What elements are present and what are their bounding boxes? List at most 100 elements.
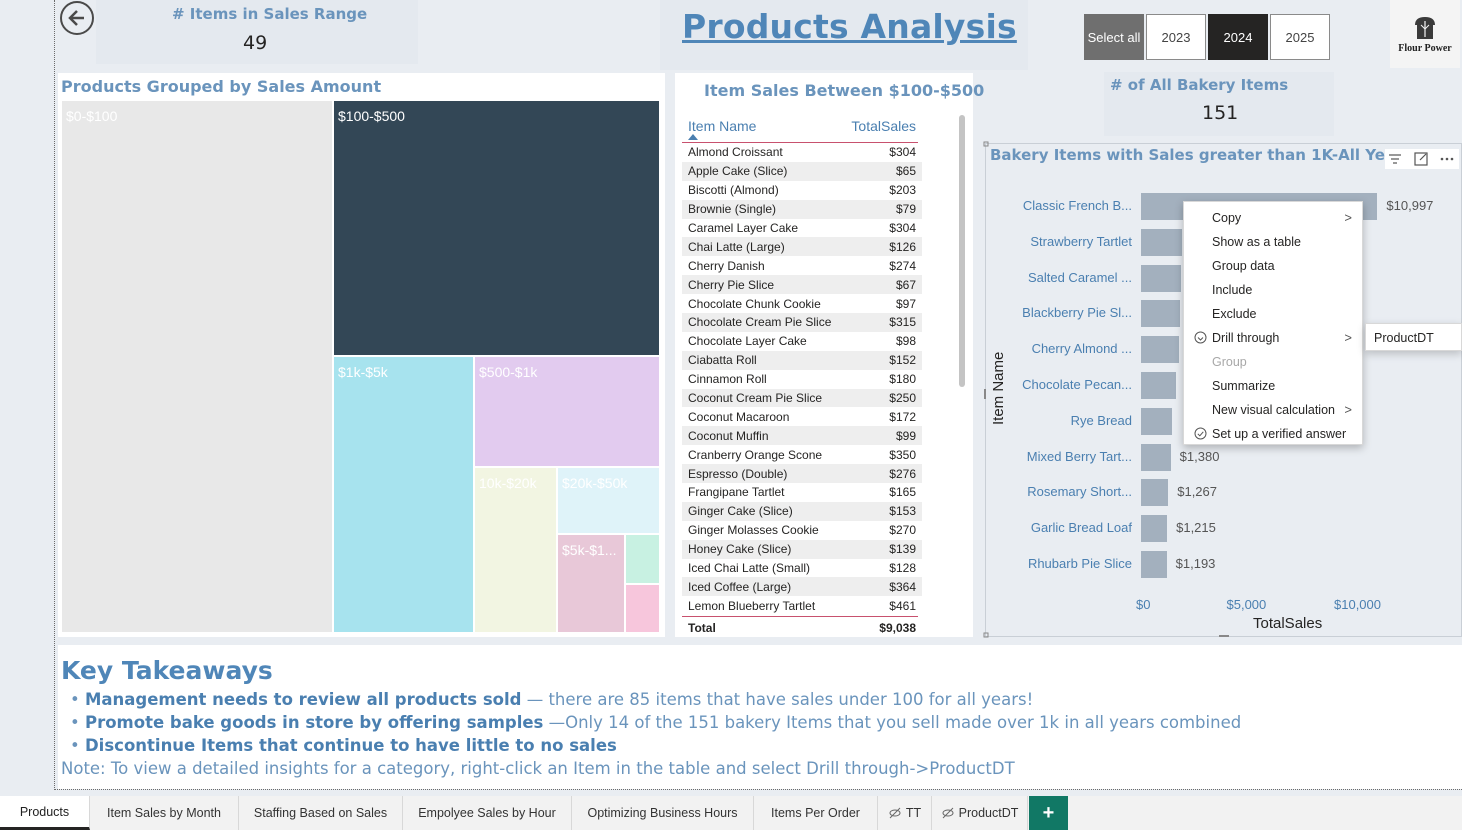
table-row[interactable]: Cherry Danish $274	[682, 256, 922, 275]
table-row[interactable]: Cherry Pie Slice $67	[682, 275, 922, 295]
slicer-select-all[interactable]: Select all	[1084, 14, 1144, 60]
table-row[interactable]: Lemon Blueberry Tartlet $461	[682, 596, 922, 615]
add-page-button[interactable]: +	[1029, 796, 1068, 830]
treemap-tile-10k-20k[interactable]: 10k-$20k	[474, 467, 557, 633]
total-divider	[682, 616, 918, 618]
takeaway-2: • Promote bake goods in store by offerin…	[70, 713, 1242, 732]
bar[interactable]	[1141, 372, 1177, 399]
table-row[interactable]: Coconut Macaroon $172	[682, 407, 922, 426]
table-row[interactable]: Almond Croissant $304	[682, 143, 922, 162]
bar-category-label[interactable]: Garlic Bread Loaf	[1030, 520, 1132, 536]
table-row[interactable]: Ciabatta Roll $152	[682, 350, 922, 370]
context-menu-item-copy[interactable]: Copy	[1212, 211, 1242, 225]
treemap-tile-20k-50k[interactable]: $20k-$50k	[557, 467, 660, 534]
table-row[interactable]: Ginger Molasses Cookie $270	[682, 521, 922, 540]
bar-category-label[interactable]: Strawberry Tartlet	[1030, 233, 1132, 249]
treemap-tile-100-500[interactable]: $100-$500	[333, 100, 660, 356]
tab-staffing-based-on-sales[interactable]: Staffing Based on Sales	[239, 796, 403, 830]
chevron-right-icon: >	[1344, 210, 1352, 225]
table-row[interactable]: Espresso (Double) $276	[682, 464, 922, 484]
tab-label: TT	[905, 806, 922, 820]
table-row[interactable]: Cranberry Orange Scone $350	[682, 445, 922, 464]
bar[interactable]	[1141, 264, 1181, 292]
context-menu-item-exclude[interactable]: Exclude	[1212, 307, 1257, 321]
tab-items-per-order[interactable]: Items Per Order	[754, 796, 878, 830]
bar[interactable]	[1141, 228, 1182, 256]
more-options-icon[interactable]	[1437, 149, 1457, 169]
table-row[interactable]: Biscotti (Almond) $203	[682, 181, 922, 200]
table-row[interactable]: Chocolate Layer Cake $98	[682, 332, 922, 351]
column-header-item-name[interactable]: Item Name	[688, 118, 757, 134]
verified-check-icon	[1194, 427, 1207, 445]
table-row[interactable]: Ginger Cake (Slice) $153	[682, 501, 922, 521]
tab-optimizing-business-hours[interactable]: Optimizing Business Hours	[572, 796, 754, 830]
bar-value-label: $1,193	[1175, 556, 1216, 571]
tab-employee-sales-by-hour[interactable]: Empolyee Sales by Hour	[403, 796, 572, 830]
context-menu-item-set-up-a-verified-answer[interactable]: Set up a verified answer	[1212, 427, 1347, 441]
slicer-year-2025[interactable]: 2025	[1270, 14, 1330, 60]
treemap-tile-small-a[interactable]	[625, 534, 660, 584]
table-row[interactable]: Apple Cake (Slice) $65	[682, 161, 922, 181]
table-row[interactable]: Chocolate Cream Pie Slice $315	[682, 313, 922, 332]
bar[interactable]	[1141, 479, 1169, 507]
table-row[interactable]: Honey Cake (Slice) $139	[682, 539, 922, 559]
context-menu-item-show-as-a-table[interactable]: Show as a table	[1212, 235, 1301, 249]
filter-icon[interactable]	[1385, 149, 1405, 169]
slicer-year-2023[interactable]: 2023	[1146, 14, 1206, 60]
takeaway-1: • Management needs to review all product…	[70, 690, 1034, 709]
treemap-tile-500-1k[interactable]: $500-$1k	[474, 356, 660, 467]
bar[interactable]	[1141, 407, 1173, 435]
bar-category-label[interactable]: Cherry Almond ...	[1031, 341, 1132, 357]
table-row[interactable]: Frangipane Tartlet $165	[682, 483, 922, 502]
bar-category-label[interactable]: Chocolate Pecan...	[1022, 377, 1132, 392]
back-button[interactable]	[60, 1, 94, 35]
sort-indicator-row	[682, 134, 922, 142]
treemap-tile-0-100[interactable]: $0-$100	[61, 100, 333, 633]
table-row[interactable]: Coconut Muffin $99	[682, 426, 922, 446]
treemap[interactable]: $0-$100 $100-$500 $1k-$5k $500-$1k 10k-$…	[61, 100, 660, 633]
treemap-tile-5k-10k[interactable]: $5k-$1...	[557, 534, 625, 633]
table-row[interactable]: Iced Coffee (Large) $364	[682, 577, 922, 597]
bar-category-label[interactable]: Salted Caramel ...	[1027, 269, 1132, 285]
table-row[interactable]: Coconut Cream Pie Slice $250	[682, 388, 922, 408]
submenu-item-productdt[interactable]: ProductDT	[1365, 323, 1462, 351]
context-menu-item-include[interactable]: Include	[1212, 283, 1253, 297]
treemap-tile-small-b[interactable]	[625, 584, 660, 633]
table-row[interactable]: Iced Chai Latte (Small) $128	[682, 559, 922, 578]
bar[interactable]	[1141, 551, 1167, 578]
table-row[interactable]: Cinnamon Roll $180	[682, 370, 922, 389]
context-menu-item-group-data[interactable]: Group data	[1212, 259, 1275, 273]
bar[interactable]	[1141, 515, 1168, 543]
tab-label: Empolyee Sales by Hour	[418, 806, 556, 820]
total-sales-cell: $180	[889, 372, 916, 387]
bar[interactable]	[1141, 443, 1171, 471]
item-name-cell: Caramel Layer Cake	[688, 221, 799, 235]
context-menu-item-new-visual-calculation[interactable]: New visual calculation	[1212, 403, 1335, 417]
column-header-total-sales[interactable]: TotalSales	[851, 118, 916, 134]
table-row[interactable]: Chocolate Chunk Cookie $97	[682, 294, 922, 313]
context-menu-item-summarize[interactable]: Summarize	[1212, 379, 1276, 393]
bar[interactable]	[1141, 336, 1179, 364]
bar-category-label[interactable]: Rye Bread	[1070, 412, 1132, 428]
focus-mode-icon[interactable]	[1411, 149, 1431, 169]
bar-category-label[interactable]: Rhubarb Pie Slice	[1027, 556, 1132, 571]
tab-productdt[interactable]: ProductDT	[932, 796, 1028, 830]
table-row[interactable]: Brownie (Single) $79	[682, 199, 922, 219]
treemap-tile-1k-5k[interactable]: $1k-$5k	[333, 356, 474, 633]
bar[interactable]	[1141, 300, 1180, 328]
context-menu-item-drill-through[interactable]: Drill through	[1212, 331, 1280, 345]
tab-products[interactable]: Products	[0, 796, 90, 830]
bar-category-label[interactable]: Classic French B...	[1022, 198, 1132, 213]
slicer-year-2024[interactable]: 2024	[1208, 14, 1268, 60]
table-row[interactable]: Chai Latte (Large) $126	[682, 237, 922, 257]
bar-category-label[interactable]: Blackberry Pie Sl...	[1022, 305, 1132, 321]
table-scrollbar[interactable]	[959, 115, 965, 387]
tab-tt[interactable]: TT	[878, 796, 932, 830]
tab-item-sales-by-month[interactable]: Item Sales by Month	[90, 796, 239, 830]
table-row[interactable]: Caramel Layer Cake $304	[682, 219, 922, 238]
treemap-title: Products Grouped by Sales Amount	[61, 77, 382, 96]
bar-category-label[interactable]: Mixed Berry Tart...	[1026, 448, 1132, 464]
x-axis-tick: $5,000	[1226, 597, 1267, 612]
bar-category-label[interactable]: Rosemary Short...	[1027, 484, 1132, 500]
item-name-cell: Almond Croissant	[688, 145, 783, 160]
